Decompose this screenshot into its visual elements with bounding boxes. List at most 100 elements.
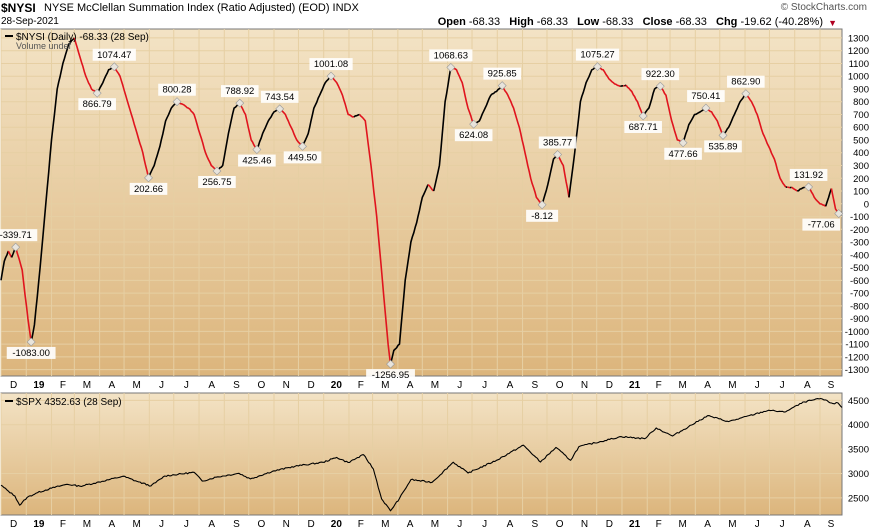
x-tick-label: 21 — [629, 519, 641, 530]
spx-legend: $SPX 4352.63 (28 Sep) — [5, 397, 122, 408]
peak-label-box — [92, 48, 136, 61]
nysi-legend: $NYSI (Daily) -68.33 (28 Sep) Volume und… — [5, 32, 149, 51]
peak-label-box — [198, 175, 236, 188]
peak-marker — [144, 173, 153, 183]
nysi-y-tick-label: -400 — [850, 250, 869, 261]
nysi-falling-segment — [7, 250, 13, 258]
nysi-rising-segment — [789, 186, 792, 189]
peak-label-box — [575, 48, 620, 61]
peak-label-box — [260, 90, 299, 103]
nysi-rising-segment — [620, 85, 624, 88]
high-value: -68.33 — [536, 16, 568, 28]
peak-label: 800.28 — [162, 85, 191, 96]
peak-label: 535.89 — [708, 141, 737, 152]
x-tick-label: 20 — [331, 519, 343, 530]
peak-marker — [235, 98, 245, 108]
peak-label: -1256.95 — [372, 370, 410, 381]
spx-panel: 4500 4000 3500 3000 2500 $SPX 4352.63 (28 Se… — [0, 392, 869, 516]
peak-label-box — [366, 369, 415, 382]
nysi-rising-segment — [473, 85, 503, 125]
peak-label: 449.50 — [288, 152, 317, 163]
nysi-falling-segment — [659, 85, 684, 144]
nysi-y-tick-label: -1000 — [845, 327, 869, 338]
x-tick-label: D — [606, 519, 613, 530]
x-tick-label: S — [233, 380, 240, 391]
x-tick-label: A — [804, 519, 811, 530]
nysi-y-tick-label: -800 — [850, 301, 869, 312]
peak-marker — [718, 130, 728, 140]
peak-marker — [275, 104, 285, 114]
peak-marker — [298, 141, 307, 151]
x-tick-label: J — [457, 380, 462, 391]
peak-label: 202.66 — [134, 184, 163, 195]
nysi-y-tick-label: 900 — [853, 84, 869, 95]
spx-y-axis: 4500 4000 3500 3000 2500 — [848, 396, 869, 505]
x-axis-top: D 19 F M A M J J A S O N D 20 F M A M J J A S O N D 21 F M A M J J A S — [10, 380, 835, 391]
nysi-rising-segment — [568, 65, 598, 198]
nysi-panel: 1300120011001000900800700600500400300200… — [0, 28, 869, 382]
nysi-rising-segment — [216, 102, 241, 172]
nysi-falling-segment — [556, 154, 570, 198]
peak-label: -8.12 — [531, 211, 553, 222]
nysi-y-axis: 1300120011001000900800700600500400300200… — [845, 33, 869, 376]
spx-y-tick-label: 2500 — [848, 493, 869, 504]
nysi-rising-segment — [624, 84, 627, 87]
x-tick-label: M — [728, 519, 736, 530]
x-tick-label: S — [828, 380, 835, 391]
peak-label: 862.90 — [731, 77, 760, 88]
peak-marker — [655, 81, 665, 91]
chg-value: -19.62 (-40.28%) — [740, 16, 823, 28]
nysi-y-tick-label: -200 — [850, 225, 869, 236]
peak-label: 131.92 — [794, 170, 823, 181]
x-tick-label: F — [656, 519, 662, 530]
volume-legend-label: Volume undef — [16, 41, 72, 51]
open-value: -68.33 — [468, 16, 501, 28]
x-tick-label: A — [407, 380, 414, 391]
x-tick-label: O — [257, 380, 265, 391]
peak-label-box — [704, 140, 742, 153]
x-tick-label: J — [755, 519, 760, 530]
x-tick-label: A — [507, 519, 514, 530]
nysi-rising-segment — [824, 188, 833, 207]
nysi-y-tick-label: -900 — [850, 314, 869, 325]
x-tick-label: A — [108, 380, 115, 391]
peak-marker — [326, 71, 336, 81]
spx-plot-area — [0, 392, 843, 516]
x-tick-label: A — [407, 519, 414, 530]
nysi-y-tick-label: -1300 — [845, 365, 869, 376]
chg-label: Chg — [716, 16, 738, 28]
peak-marker — [834, 209, 844, 219]
nysi-falling-segment — [807, 186, 827, 207]
peak-label: -77.06 — [808, 220, 835, 231]
x-tick-label: D — [606, 380, 613, 391]
x-tick-label: M — [133, 519, 141, 530]
peak-marker — [741, 89, 751, 99]
nysi-y-tick-label: 1000 — [848, 72, 869, 83]
peak-label-box — [238, 154, 276, 167]
peak-label-box — [802, 218, 840, 231]
peak-label-box — [158, 83, 196, 96]
peak-label-box — [78, 98, 116, 111]
x-tick-label: J — [780, 380, 785, 391]
peak-label: 1074.47 — [97, 50, 131, 61]
peak-label: 1068.63 — [434, 50, 468, 61]
header-row-1: $NYSI NYSE McClellan Summation Index (Ra… — [0, 1, 871, 17]
peak-label-box — [309, 58, 353, 71]
nysi-falling-segment — [427, 183, 435, 192]
x-tick-label: A — [208, 519, 215, 530]
nysi-rising-segment — [147, 101, 178, 179]
nysi-rising-segment — [682, 107, 707, 144]
peak-label: 385.77 — [543, 138, 572, 149]
down-triangle-icon: ▼ — [828, 18, 837, 28]
x-tick-label: F — [358, 519, 364, 530]
peak-label: 922.30 — [646, 69, 675, 80]
nysi-falling-segment — [113, 66, 150, 179]
nysi-falling-segment — [791, 186, 798, 192]
nysi-falling-segment — [330, 75, 355, 118]
nysi-falling-segment — [14, 246, 32, 343]
peak-label: 866.79 — [83, 99, 112, 110]
high-label: High — [509, 16, 534, 28]
peak-label-box — [641, 68, 680, 81]
x-tick-label: J — [755, 380, 760, 391]
spx-y-tick-label: 4000 — [848, 420, 869, 431]
